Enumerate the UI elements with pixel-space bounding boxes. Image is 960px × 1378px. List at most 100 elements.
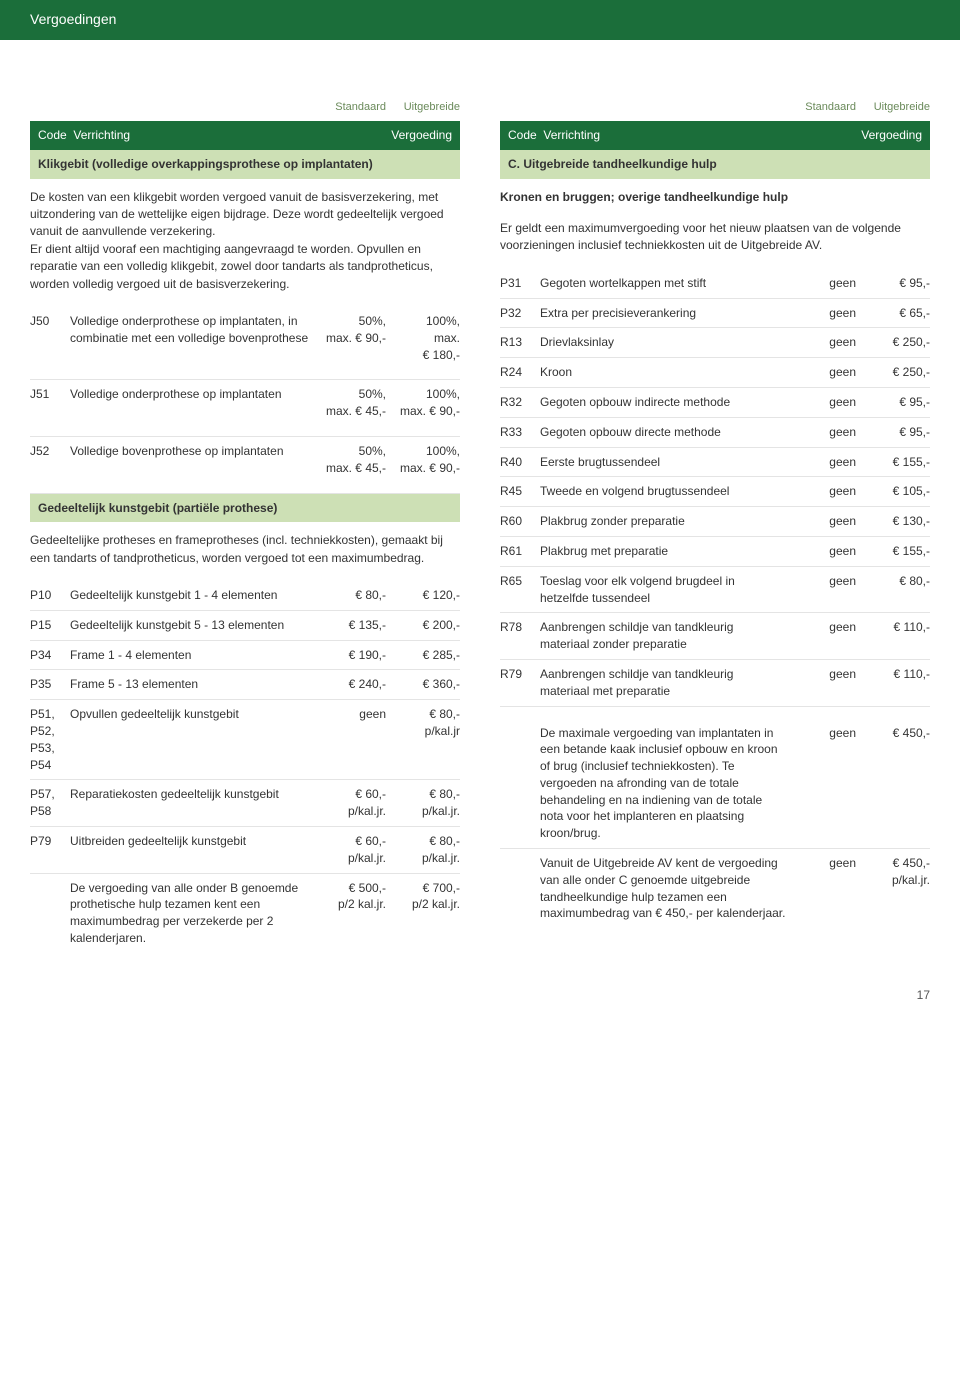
row-v1: geen: [794, 513, 856, 530]
row-v2: 100%, max. € 90,-: [398, 443, 460, 477]
row-desc: Extra per precisieverankering: [540, 305, 794, 322]
table-row: J51Volledige onderprothese op implantate…: [30, 380, 460, 437]
right-band-dark: Code Verrichting Vergoeding: [500, 121, 930, 150]
left-rows2: P10Gedeeltelijk kunstgebit 1 - 4 element…: [30, 581, 460, 874]
row-v1: geen: [794, 305, 856, 322]
row-v1: 50%, max. € 45,-: [324, 386, 386, 420]
table-row: P31Gegoten wortelkappen met stiftgeen€ 9…: [500, 269, 930, 299]
row-v1: 50%, max. € 45,-: [324, 443, 386, 477]
row-v2: € 155,-: [868, 454, 930, 471]
left-footer-v2: € 700,- p/2 kal.jr.: [398, 880, 460, 914]
row-code: P31: [500, 275, 540, 292]
row-code: R65: [500, 573, 540, 590]
row-v2: € 250,-: [868, 364, 930, 381]
page-header: Vergoedingen: [0, 0, 960, 40]
row-desc: Drievlaksinlay: [540, 334, 794, 351]
row-v1: geen: [794, 483, 856, 500]
row-v2: € 110,-: [868, 666, 930, 683]
table-row: R24Kroongeen€ 250,-: [500, 358, 930, 388]
row-v2: € 200,-: [398, 617, 460, 634]
row-code: P35: [30, 676, 70, 693]
table-row: P10Gedeeltelijk kunstgebit 1 - 4 element…: [30, 581, 460, 611]
row-desc: Volledige bovenprothese op implantaten: [70, 443, 324, 460]
row-v1: geen: [794, 275, 856, 292]
row-desc: Reparatiekosten gedeeltelijk kunstgebit: [70, 786, 324, 803]
row-v2: € 285,-: [398, 647, 460, 664]
right-section1-title: C. Uitgebreide tandheelkundige hulp: [500, 150, 930, 179]
row-desc: Toeslag voor elk volgend brugdeel in het…: [540, 573, 794, 607]
row-desc: Volledige onderprothese op implantaten, …: [70, 313, 324, 347]
row-desc: Eerste brugtussendeel: [540, 454, 794, 471]
row-code: R32: [500, 394, 540, 411]
vg-label-r: Vergoeding: [861, 127, 922, 144]
row-v2: € 95,-: [868, 394, 930, 411]
row-v2: € 130,-: [868, 513, 930, 530]
table-row: R33Gegoten opbouw directe methodegeen€ 9…: [500, 418, 930, 448]
uit-label-r: Uitgebreide: [868, 100, 930, 115]
row-code: R60: [500, 513, 540, 530]
row-code: R79: [500, 666, 540, 683]
left-band-dark: Code Verrichting Vergoeding: [30, 121, 460, 150]
left-para2-text: Er dient altijd vooraf een machtiging aa…: [30, 242, 433, 291]
row-code: P79: [30, 833, 70, 850]
row-v1: geen: [794, 666, 856, 683]
table-row: R32Gegoten opbouw indirecte methodegeen€…: [500, 388, 930, 418]
row-desc: Gedeeltelijk kunstgebit 1 - 4 elementen: [70, 587, 324, 604]
row-code: J52: [30, 443, 70, 460]
right-col-head: Standaard Uitgebreide: [500, 100, 930, 115]
table-row: P35Frame 5 - 13 elementen€ 240,-€ 360,-: [30, 670, 460, 700]
row-v1: € 240,-: [324, 676, 386, 693]
row-v1: 50%, max. € 90,-: [324, 313, 386, 347]
table-row: R61Plakbrug met preparatiegeen€ 155,-: [500, 537, 930, 567]
left-para3: Gedeeltelijke protheses en frameprothese…: [30, 522, 460, 581]
row-v2: 100%, max. € 180,-: [398, 313, 460, 363]
left-footer-desc: De vergoeding van alle onder B genoemde …: [70, 880, 324, 947]
row-v2: € 80,- p/kal.jr.: [398, 833, 460, 867]
row-desc: Volledige onderprothese op implantaten: [70, 386, 324, 403]
right-footer2-v2: € 450,- p/kal.jr.: [868, 855, 930, 889]
table-row: P34Frame 1 - 4 elementen€ 190,- € 285,-: [30, 641, 460, 671]
row-v2: € 250,-: [868, 334, 930, 351]
ver-label-r: Verrichting: [543, 128, 600, 142]
left-para1-text: De kosten van een klikgebit worden vergo…: [30, 190, 444, 239]
row-code: R61: [500, 543, 540, 560]
table-row: R13Drievlaksinlaygeen€ 250,-: [500, 328, 930, 358]
left-footer-v1: € 500,- p/2 kal.jr.: [324, 880, 386, 914]
row-desc: Gegoten opbouw directe methode: [540, 424, 794, 441]
row-code: R24: [500, 364, 540, 381]
row-desc: Plakbrug zonder preparatie: [540, 513, 794, 530]
right-footer-row1: De maximale vergoeding van implantaten i…: [500, 719, 930, 850]
table-row: P51, P52, P53, P54Opvullen gedeeltelijk …: [30, 700, 460, 780]
row-v1: € 60,- p/kal.jr.: [324, 833, 386, 867]
row-v2: € 80,-: [868, 573, 930, 590]
row-v1: € 190,-: [324, 647, 386, 664]
table-row: P79Uitbreiden gedeeltelijk kunstgebit€ 6…: [30, 827, 460, 874]
row-desc: Frame 1 - 4 elementen: [70, 647, 324, 664]
row-v2: € 360,-: [398, 676, 460, 693]
table-row: R65Toeslag voor elk volgend brugdeel in …: [500, 567, 930, 614]
right-subtitle: Kronen en bruggen; overige tandheelkundi…: [500, 179, 930, 220]
row-v1: geen: [794, 364, 856, 381]
row-code: P34: [30, 647, 70, 664]
row-code: R13: [500, 334, 540, 351]
uit-label: Uitgebreide: [398, 100, 460, 115]
row-v1: geen: [794, 573, 856, 590]
page-content: Standaard Uitgebreide Code Verrichting V…: [0, 40, 960, 983]
row-v1: geen: [794, 424, 856, 441]
left-footer-row: De vergoeding van alle onder B genoemde …: [30, 874, 460, 953]
right-footer-row2: Vanuit de Uitgebreide AV kent de vergoed…: [500, 849, 930, 928]
table-row: J50Volledige onderprothese op implantate…: [30, 307, 460, 380]
row-v2: € 80,- p/kal.jr.: [398, 786, 460, 820]
row-code: P32: [500, 305, 540, 322]
left-section2-title: Gedeeltelijk kunstgebit (partiële prothe…: [30, 494, 460, 523]
row-v1: geen: [794, 619, 856, 636]
vg-label: Vergoeding: [391, 127, 452, 144]
table-row: R40Eerste brugtussendeelgeen€ 155,-: [500, 448, 930, 478]
code-label-r: Code: [508, 128, 537, 142]
row-v1: geen: [794, 454, 856, 471]
row-desc: Gegoten wortelkappen met stift: [540, 275, 794, 292]
page-number: 17: [0, 983, 960, 1022]
row-v1: € 80,-: [324, 587, 386, 604]
row-code: J51: [30, 386, 70, 403]
right-rows: P31Gegoten wortelkappen met stiftgeen€ 9…: [500, 269, 930, 707]
